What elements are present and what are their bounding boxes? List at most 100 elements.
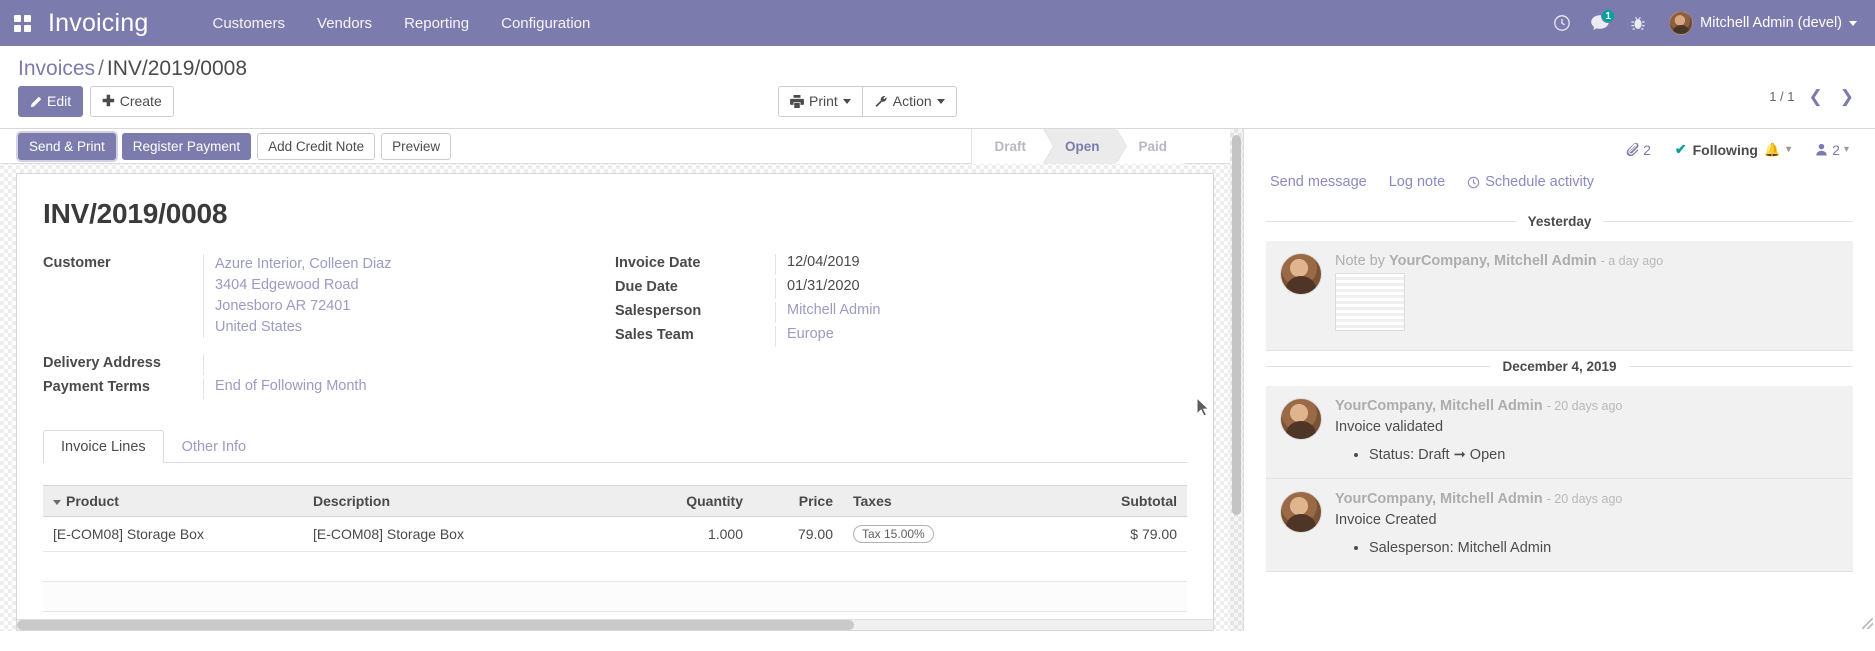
user-menu[interactable]: Mitchell Admin (devel) bbox=[1659, 0, 1863, 46]
pager: 1 / 1 ❮ ❯ bbox=[1769, 88, 1857, 105]
column-subtotal[interactable]: Subtotal bbox=[1023, 485, 1187, 517]
list-item: Salesperson: Mitchell Admin bbox=[1369, 537, 1839, 559]
pager-previous-icon[interactable]: ❮ bbox=[1808, 87, 1823, 106]
status-stage-paid[interactable]: Paid bbox=[1116, 129, 1184, 164]
schedule-activity-button[interactable]: Schedule activity bbox=[1467, 174, 1594, 190]
chevron-down-icon: ▾ bbox=[1843, 144, 1849, 155]
bell-icon: 🔔 bbox=[1763, 141, 1781, 157]
column-product[interactable]: Product bbox=[43, 485, 303, 517]
sales-team-link[interactable]: Europe bbox=[787, 326, 834, 342]
message-attachment-preview[interactable] bbox=[1335, 273, 1405, 331]
customer-street-link[interactable]: 3404 Edgewood Road bbox=[215, 277, 359, 293]
avatar bbox=[1280, 253, 1322, 295]
create-button[interactable]: ✚ Create bbox=[90, 86, 174, 117]
main-menu: Customers Vendors Reporting Configuratio… bbox=[196, 2, 606, 45]
column-price[interactable]: Price bbox=[753, 485, 843, 517]
chevron-down-icon bbox=[842, 99, 851, 104]
form-right-column: Invoice Date 12/04/2019 Due Date 01/31/2… bbox=[615, 254, 1187, 402]
page-title: INV/2019/0008 bbox=[43, 198, 228, 229]
column-quantity[interactable]: Quantity bbox=[603, 485, 753, 517]
cell-taxes[interactable]: Tax 15.00% bbox=[843, 516, 1023, 552]
field-sales-team-value[interactable]: Europe bbox=[775, 326, 1187, 347]
field-salesperson-value[interactable]: Mitchell Admin bbox=[775, 302, 1187, 323]
menu-item-vendors[interactable]: Vendors bbox=[317, 14, 373, 32]
message-body: YourCompany, Mitchell Admin - 20 days ag… bbox=[1335, 491, 1839, 559]
field-delivery-address-label: Delivery Address bbox=[43, 355, 161, 371]
tab-other-info[interactable]: Other Info bbox=[181, 439, 247, 455]
menu-item-reporting[interactable]: Reporting bbox=[404, 14, 470, 32]
customer-city-link[interactable]: Jonesboro AR 72401 bbox=[215, 298, 351, 314]
status-stage-draft[interactable]: Draft bbox=[972, 129, 1054, 164]
message-body: YourCompany, Mitchell Admin - 20 days ag… bbox=[1335, 398, 1839, 466]
log-note-button[interactable]: Log note bbox=[1388, 174, 1446, 190]
control-panel-buttons-row: Edit ✚ Create Print Action bbox=[18, 86, 1857, 128]
breadcrumb-link-invoices[interactable]: Invoices bbox=[18, 57, 96, 80]
action-button[interactable]: Action bbox=[861, 86, 957, 117]
field-customer-value[interactable]: Azure Interior, Colleen Diaz 3404 Edgewo… bbox=[203, 254, 615, 338]
date-separator-december: December 4, 2019 bbox=[1266, 359, 1853, 374]
chevron-down-icon bbox=[936, 99, 945, 104]
tab-invoice-lines[interactable]: Invoice Lines bbox=[43, 430, 164, 463]
following-toggle[interactable]: ✔ Following 🔔 ▾ bbox=[1675, 141, 1791, 158]
field-invoice-date-value[interactable]: 12/04/2019 bbox=[775, 254, 1187, 275]
attachment-count[interactable]: 2 bbox=[1626, 142, 1651, 158]
field-payment-terms-value[interactable]: End of Following Month bbox=[203, 378, 615, 399]
cell-product[interactable]: [E-COM08] Storage Box bbox=[43, 516, 303, 552]
send-message-button[interactable]: Send message bbox=[1270, 174, 1367, 190]
edit-button[interactable]: Edit bbox=[18, 86, 84, 117]
status-stage-open[interactable]: Open bbox=[1042, 129, 1127, 164]
customer-name-link[interactable]: Azure Interior, Colleen Diaz bbox=[215, 256, 392, 272]
followers-count-label: 2 bbox=[1832, 141, 1840, 158]
salesperson-link[interactable]: Mitchell Admin bbox=[787, 302, 881, 318]
payment-terms-link[interactable]: End of Following Month bbox=[215, 378, 367, 394]
customer-country-link[interactable]: United States bbox=[215, 319, 303, 335]
menu-item-configuration[interactable]: Configuration bbox=[501, 14, 591, 32]
table-row[interactable]: [E-COM08] Storage Box [E-COM08] Storage … bbox=[43, 516, 1187, 552]
preview-button[interactable]: Preview bbox=[381, 132, 452, 160]
paperclip-icon bbox=[1626, 143, 1639, 156]
message-tracking-list: Salesperson: Mitchell Admin bbox=[1335, 537, 1839, 559]
menu-item-customers[interactable]: Customers bbox=[212, 14, 286, 32]
column-taxes[interactable]: Taxes bbox=[843, 485, 1023, 517]
messages-chat-icon[interactable]: 1 bbox=[1583, 0, 1617, 46]
check-icon: ✔ bbox=[1674, 141, 1687, 157]
print-button[interactable]: Print bbox=[778, 86, 863, 117]
messages-badge: 1 bbox=[1601, 9, 1616, 23]
message-header: Note by YourCompany, Mitchell Admin - a … bbox=[1335, 253, 1839, 269]
register-payment-button[interactable]: Register Payment bbox=[121, 132, 252, 160]
sheet-horizontal-scrollbar[interactable] bbox=[17, 619, 1213, 630]
create-button-label: Create bbox=[119, 93, 162, 109]
action-button-label: Action bbox=[892, 93, 932, 109]
cell-price[interactable]: 79.00 bbox=[753, 516, 843, 552]
bug-debug-icon[interactable] bbox=[1621, 0, 1655, 46]
field-invoice-date-label: Invoice Date bbox=[615, 255, 701, 271]
print-action-group: Print Action bbox=[778, 86, 957, 117]
field-delivery-address-value[interactable] bbox=[203, 354, 615, 375]
pager-next-icon[interactable]: ❯ bbox=[1839, 87, 1854, 106]
send-and-print-button[interactable]: Send & Print bbox=[18, 132, 116, 160]
activity-clock-icon[interactable] bbox=[1545, 0, 1579, 46]
field-due-date-value[interactable]: 01/31/2020 bbox=[775, 278, 1187, 299]
column-description[interactable]: Description bbox=[303, 485, 603, 517]
form-fields: Customer Azure Interior, Colleen Diaz 34… bbox=[43, 254, 1187, 402]
cell-description[interactable]: [E-COM08] Storage Box bbox=[303, 516, 603, 552]
notebook-tabs: Invoice Lines Other Info bbox=[43, 430, 1187, 463]
message-author: YourCompany, Mitchell Admin bbox=[1389, 253, 1597, 269]
wrench-icon bbox=[875, 95, 887, 108]
form-sheet-wrapper: INV/2019/0008 Customer Azure Interior, C… bbox=[0, 164, 1230, 631]
invoice-lines-header: Product Description Quantity Price Taxes… bbox=[43, 485, 1187, 517]
date-separator-yesterday: Yesterday bbox=[1266, 214, 1853, 229]
invoice-lines-body: [E-COM08] Storage Box [E-COM08] Storage … bbox=[43, 516, 1187, 630]
cell-quantity[interactable]: 1.000 bbox=[603, 516, 753, 552]
app-brand-title[interactable]: Invoicing bbox=[48, 8, 149, 37]
control-panel: Invoices / INV/2019/0008 Edit ✚ Create Pri… bbox=[0, 46, 1875, 129]
table-empty-row bbox=[43, 581, 1187, 612]
followers-widget[interactable]: 2 ▾ bbox=[1815, 142, 1849, 158]
plus-icon: ✚ bbox=[102, 93, 115, 110]
apps-menu-button[interactable] bbox=[0, 0, 44, 46]
resize-grip-icon[interactable] bbox=[1862, 618, 1873, 629]
message-header: YourCompany, Mitchell Admin - 20 days ag… bbox=[1335, 491, 1839, 507]
add-credit-note-button[interactable]: Add Credit Note bbox=[257, 132, 376, 160]
message-text: Invoice Created bbox=[1335, 512, 1437, 528]
form-vertical-scrollbar[interactable] bbox=[1230, 129, 1243, 631]
